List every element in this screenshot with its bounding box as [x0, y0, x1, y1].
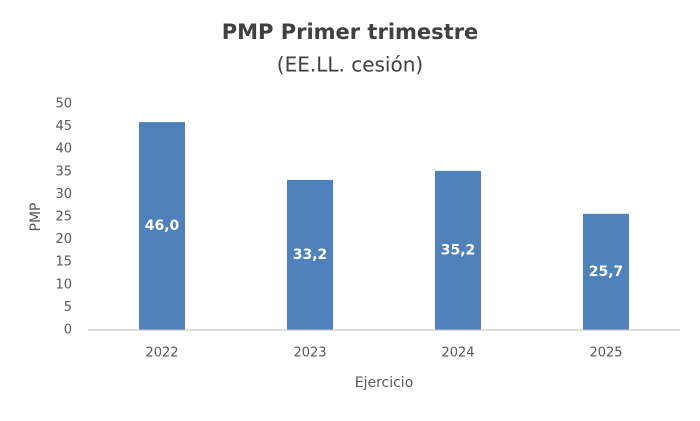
- y-tick-label: 50: [55, 97, 72, 112]
- bar: [139, 122, 185, 330]
- y-tick-label: 5: [64, 300, 72, 315]
- y-tick-label: 40: [55, 142, 72, 157]
- y-axis-label: PMP: [28, 203, 44, 232]
- x-axis-label: Ejercicio: [355, 375, 414, 391]
- bar: [435, 170, 481, 330]
- y-tick-label: 15: [55, 255, 72, 270]
- value-label: 35,2: [441, 242, 476, 258]
- x-tick-label: 2025: [589, 346, 622, 361]
- x-tick-label: 2023: [293, 346, 326, 361]
- x-tick-label: 2022: [145, 346, 178, 361]
- bar: [287, 179, 333, 330]
- chart-title: PMP Primer trimestre: [222, 20, 479, 44]
- y-tick-label: 25: [55, 210, 72, 225]
- value-label: 33,2: [293, 247, 328, 263]
- y-tick-label: 20: [55, 232, 72, 247]
- y-tick-label: 35: [55, 164, 72, 179]
- x-tick-label: 2024: [441, 346, 474, 361]
- value-label: 25,7: [589, 264, 624, 280]
- y-tick-label: 45: [55, 119, 72, 134]
- y-tick-label: 10: [55, 277, 72, 292]
- y-tick-label: 30: [55, 187, 72, 202]
- value-label: 46,0: [145, 218, 180, 234]
- chart-subtitle: (EE.LL. cesión): [277, 53, 423, 77]
- bar: [583, 213, 629, 330]
- y-tick-label: 0: [64, 323, 72, 338]
